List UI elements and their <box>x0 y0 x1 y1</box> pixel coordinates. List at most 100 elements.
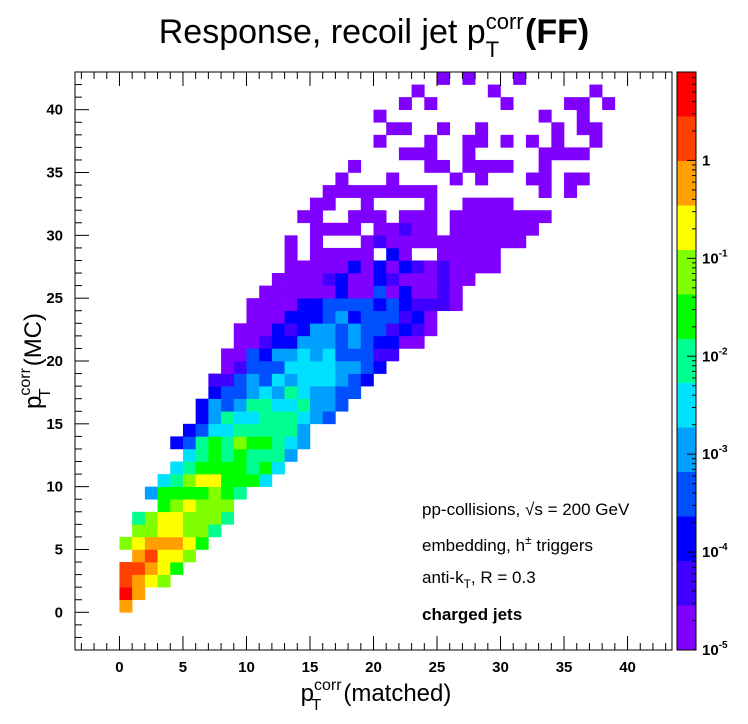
heatmap-cell <box>195 423 209 437</box>
heatmap-cell <box>284 310 298 324</box>
heatmap-cell <box>259 335 273 349</box>
heatmap-cell <box>157 486 171 500</box>
heatmap-cell <box>513 222 527 236</box>
heatmap-cell <box>437 159 451 173</box>
heatmap-cell <box>195 398 209 412</box>
heatmap-cell <box>170 499 184 513</box>
heatmap-cell <box>144 536 158 550</box>
heatmap-cell <box>449 285 463 299</box>
heatmap-cell <box>271 335 285 349</box>
heatmap-cell <box>182 423 196 437</box>
heatmap-cell <box>322 197 336 211</box>
heatmap-cell <box>271 285 285 299</box>
heatmap-cell <box>233 411 247 425</box>
heatmap-cell <box>182 549 196 563</box>
heatmap-cell <box>246 310 260 324</box>
y-axis-title: pcorr T (MC) <box>17 313 54 409</box>
heatmap-cell <box>424 323 438 337</box>
heatmap-cell <box>322 298 336 312</box>
heatmap-cell <box>449 247 463 261</box>
heatmap-cell <box>309 222 323 236</box>
heatmap-cell <box>157 524 171 538</box>
heatmap-cell <box>309 361 323 374</box>
heatmap-cell <box>221 448 235 462</box>
heatmap-cell <box>386 310 400 324</box>
heatmap-cell <box>525 222 539 236</box>
heatmap-cell <box>221 474 235 487</box>
heatmap-cell <box>170 549 184 563</box>
x-axis-title-subscript: T <box>312 697 322 714</box>
heatmap-cell <box>297 298 311 312</box>
heatmap-cell <box>221 461 235 475</box>
heatmap-cell <box>233 361 247 374</box>
heatmap-cell <box>437 260 451 274</box>
heatmap-cell <box>157 536 171 550</box>
y-tick-label: 20 <box>46 353 63 370</box>
heatmap-cell <box>284 386 298 399</box>
heatmap-cell <box>513 210 527 224</box>
heatmap-cell <box>271 298 285 312</box>
heatmap-cell <box>182 448 196 462</box>
heatmap-cell <box>398 235 412 249</box>
heatmap-cell <box>271 436 285 450</box>
heatmap-cell <box>246 348 260 362</box>
heatmap-cell <box>437 122 451 136</box>
heatmap-cell <box>411 335 425 349</box>
heatmap-cell <box>170 536 184 550</box>
heatmap-cell <box>449 210 463 224</box>
heatmap-cell <box>284 398 298 412</box>
heatmap-cell <box>208 411 222 425</box>
heatmap-cell <box>373 134 387 148</box>
heatmap-cell <box>309 247 323 261</box>
heatmap-cell <box>233 398 247 412</box>
heatmap-cell <box>475 134 489 148</box>
heatmap-cell <box>259 398 273 412</box>
x-tick-label: 35 <box>556 659 573 676</box>
heatmap-cell <box>360 323 374 337</box>
heatmap-cell <box>360 361 374 374</box>
heatmap-cell <box>208 448 222 462</box>
heatmap-cell <box>335 373 349 387</box>
heatmap-cell <box>322 247 336 261</box>
heatmap-cell <box>424 222 438 236</box>
heatmap-cell <box>360 310 374 324</box>
heatmap-cell <box>525 172 539 186</box>
heatmap-cell <box>437 285 451 299</box>
heatmap-cell <box>335 222 349 236</box>
heatmap-cell <box>195 411 209 425</box>
heatmap-cell <box>132 562 146 575</box>
heatmap-cell <box>259 423 273 437</box>
heatmap-cell <box>208 436 222 450</box>
heatmap-cell <box>462 147 476 161</box>
heatmap-cell <box>132 511 146 525</box>
heatmap-cell <box>170 474 184 487</box>
heatmap-cell <box>462 235 476 249</box>
heatmap-cell <box>386 185 400 198</box>
heatmap-cell <box>386 260 400 274</box>
heatmap-cell <box>386 222 400 236</box>
heatmap-cell <box>309 285 323 299</box>
y-tick-label: 30 <box>46 227 63 244</box>
heatmap-cell <box>297 411 311 425</box>
heatmap-cell <box>538 185 552 198</box>
heatmap-cell <box>475 222 489 236</box>
heatmap-cell <box>284 423 298 437</box>
heatmap-cell <box>335 185 349 198</box>
heatmap-cell <box>144 524 158 538</box>
x-axis-title-main: p <box>301 680 314 707</box>
color-scale-ticks: 10-5 10-4 10-3 10-2 10-1 1 <box>687 71 728 659</box>
heatmap-cell <box>398 222 412 236</box>
heatmap-cell <box>182 524 196 538</box>
heatmap-cell <box>297 348 311 362</box>
heatmap-cell <box>576 172 590 186</box>
heatmap-cell <box>589 84 603 98</box>
heatmap-cell <box>182 461 196 475</box>
heatmap-cell <box>487 222 501 236</box>
heatmap-cell <box>284 273 298 286</box>
heatmap-cell <box>221 398 235 412</box>
z-tick-label: 10-5 <box>702 640 728 659</box>
heatmap-cell <box>475 247 489 261</box>
heatmap-cell <box>373 222 387 236</box>
heatmap-cell <box>348 273 362 286</box>
